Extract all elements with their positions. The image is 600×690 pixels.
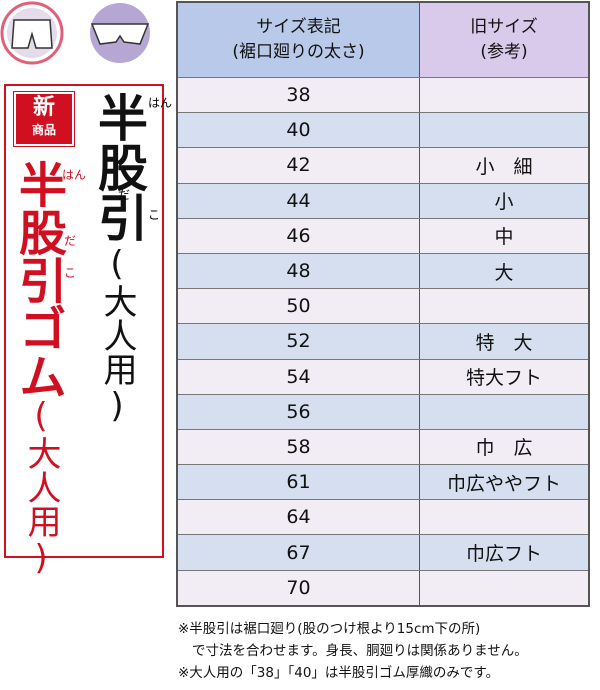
table-row: 42 小 細: [178, 147, 588, 183]
size-cell: 42: [178, 148, 420, 183]
old-size-cell: 特 大: [420, 324, 588, 359]
ruby: こ: [64, 266, 77, 280]
size-cell: 52: [178, 324, 420, 359]
old-size-cell: [420, 500, 588, 535]
table-row: 54 特大フト: [178, 358, 588, 394]
size-cell: 67: [178, 535, 420, 570]
table-row: 38: [178, 77, 588, 113]
product2-title: 半股引ゴム: [10, 160, 66, 400]
header-text: 旧サイズ: [470, 17, 538, 38]
old-size-cell: 巾広ややフト: [420, 465, 588, 500]
product1-title: 半股引: [90, 92, 148, 242]
header-text: (参考): [480, 42, 528, 62]
size-cell: 44: [178, 183, 420, 218]
old-size-cell: 小 細: [420, 148, 588, 183]
header-text: (裾口廻りの太さ): [232, 42, 365, 62]
old-size-cell: 巾 広: [420, 429, 588, 465]
size-cell: 48: [178, 253, 420, 289]
header-cell: 旧サイズ (参考): [420, 3, 588, 77]
shorts-icon: [11, 19, 53, 49]
size-cell: 56: [178, 394, 420, 429]
old-size-cell: 中: [420, 218, 588, 253]
table-row: 40: [178, 112, 588, 148]
ruby: だ: [64, 234, 77, 248]
size-table: サイズ表記 (裾口廻りの太さ) 旧サイズ (参考) 38 40 42 小 細 44 小 46 中 48 大…: [176, 1, 590, 607]
table-row: 70: [178, 569, 588, 605]
table-row: 44 小: [178, 182, 588, 218]
size-cell: 50: [178, 289, 420, 324]
old-size-cell: [420, 570, 588, 605]
size-cell: 58: [178, 429, 420, 465]
old-size-cell: [420, 289, 588, 324]
size-cell: 38: [178, 78, 420, 113]
size-cell: 46: [178, 218, 420, 253]
icons: [0, 1, 150, 65]
badge-bottom: 商品: [31, 123, 56, 137]
label-box: [4, 84, 164, 558]
header-cell: サイズ表記 (裾口廻りの太さ): [178, 3, 420, 77]
size-cell: 70: [178, 570, 420, 605]
table-row: 52 特 大: [178, 323, 588, 359]
badge-top: 新: [32, 95, 55, 120]
table-row: 46 中: [178, 217, 588, 253]
old-size-cell: 特大フト: [420, 359, 588, 394]
note-line: で寸法を合わせます。身長、胴廻りは関係ありません。: [192, 643, 528, 659]
size-cell: 40: [178, 113, 420, 148]
note-line: ※半股引は裾口廻り(股のつけ根より15cm下の所): [178, 621, 481, 637]
old-size-cell: 小: [420, 183, 588, 218]
header-row: サイズ表記 (裾口廻りの太さ) 旧サイズ (参考): [178, 3, 588, 77]
product2-subtitle: (大人用): [21, 396, 61, 578]
table-row: 67 巾広フト: [178, 534, 588, 570]
old-size-cell: 大: [420, 253, 588, 289]
old-size-cell: 巾広フト: [420, 535, 588, 570]
table-row: 56: [178, 393, 588, 429]
table-row: 58 巾 広: [178, 428, 588, 465]
table-row: 61 巾広ややフト: [178, 464, 588, 500]
size-cell: 61: [178, 465, 420, 500]
old-size-cell: [420, 78, 588, 113]
old-size-cell: [420, 394, 588, 429]
note-line: ※大人用の「38」「40」は半股引ゴム厚織のみです。: [178, 665, 500, 681]
old-size-cell: [420, 113, 588, 148]
ruby: はん: [148, 96, 173, 110]
size-cell: 64: [178, 500, 420, 535]
notes: ※半股引は裾口廻り(股のつけ根より15cm下の所) で寸法を合わせます。身長、胴廻…: [178, 618, 528, 684]
ruby: だ: [118, 188, 131, 202]
table-row: 64: [178, 499, 588, 535]
new-badge: 新 商品: [13, 91, 75, 147]
size-cell: 54: [178, 359, 420, 394]
product1-subtitle: (大人用): [97, 244, 137, 426]
header-text: サイズ表記: [256, 17, 341, 38]
table-row: 48 大: [178, 252, 588, 289]
table-row: 50: [178, 288, 588, 324]
ruby: はん: [62, 168, 87, 182]
ruby: こ: [148, 208, 161, 222]
shorts-icon: [90, 23, 150, 45]
